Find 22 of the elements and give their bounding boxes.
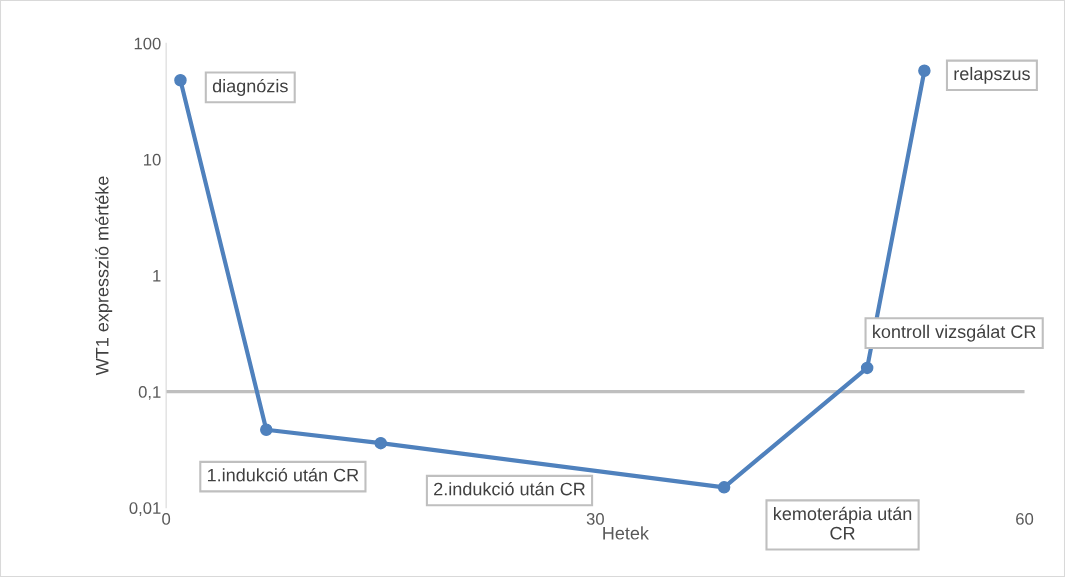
point — [918, 64, 931, 77]
annotation: kontroll vizsgálat CR — [873, 324, 1036, 342]
y-tick-label: 1 — [153, 270, 161, 282]
point — [717, 481, 731, 494]
point — [260, 423, 273, 436]
y-tick-label: 0,01 — [129, 502, 161, 516]
x-axis-title: Hetek — [603, 526, 649, 540]
annotation: diagnózis — [212, 78, 288, 96]
annotation: kemoterápia után CR — [774, 506, 912, 540]
point — [174, 74, 187, 87]
annotation: 2.indukció után CR — [434, 481, 585, 496]
x-tick-label: 30 — [586, 513, 604, 525]
x-tick-label: 0 — [162, 513, 171, 525]
annotation: 1.indukció után CR — [207, 468, 359, 482]
annotation: relapszus — [954, 66, 1030, 84]
x-tick-label: 60 — [1016, 513, 1034, 525]
y-tick-label: 100 — [134, 37, 161, 50]
y-tick-label: 0,1 — [138, 386, 161, 400]
y-axis-title: WT1 expresszió mértéke — [95, 176, 113, 376]
y-tick-label: 10 — [144, 153, 161, 166]
point — [860, 361, 874, 375]
point — [374, 436, 387, 450]
